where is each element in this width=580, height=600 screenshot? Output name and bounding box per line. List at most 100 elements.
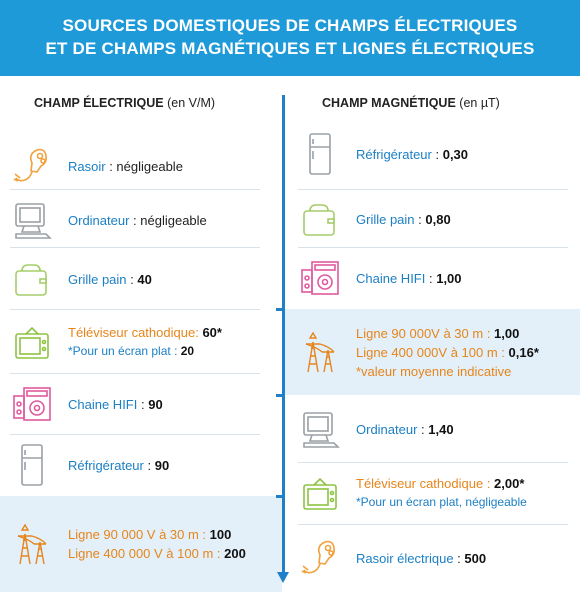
item-value: négligeable (140, 212, 207, 228)
fridge-icon (298, 132, 342, 176)
item-sep: : (453, 550, 465, 566)
item-note-value: 20 (180, 344, 195, 358)
electric-title: CHAMP ÉLECTRIQUE (34, 96, 164, 110)
electric-item-hifi: Chaine HIFI : 90 (10, 375, 260, 433)
tv-icon (10, 320, 54, 364)
item-sep: : (105, 158, 117, 174)
item-sep: : (483, 476, 495, 491)
item-value: 0,30 (442, 146, 469, 162)
separator (10, 373, 260, 374)
item-name: Chaine HIFI (356, 270, 426, 286)
item-sep: : (143, 457, 155, 473)
magnetic-item-toaster: Grille pain : 0,80 (298, 193, 568, 245)
magnetic-item-computer: Ordinateur : 1,40 (298, 398, 568, 460)
toaster-icon (298, 197, 342, 241)
axis-tick (276, 495, 284, 498)
magnetic-column-header: CHAMP MAGNÉTIQUE (en µT) (322, 96, 500, 110)
electric-item-razor: Rasoir : négligeable (10, 142, 260, 190)
electric-item-tv: Téléviseur cathodique: 60* *Pour un écra… (10, 313, 260, 371)
item-note: *Pour un écran plat : (68, 344, 181, 358)
razor-icon (298, 536, 342, 580)
item-sep: : (126, 271, 138, 287)
item-value: 500 (464, 550, 487, 566)
line-400kv-label: Ligne 400 000V à 100 m : (356, 344, 509, 360)
axis-arrow-icon (277, 572, 289, 583)
item-value: 1,00 (436, 270, 462, 286)
separator (298, 189, 568, 190)
header-banner: SOURCES DOMESTIQUES DE CHAMPS ÉLECTRIQUE… (0, 0, 580, 76)
item-sep: : (431, 146, 443, 162)
item-value: 2,00* (494, 476, 525, 491)
item-name: Téléviseur cathodique (356, 476, 484, 491)
item-value: 0,80 (425, 211, 451, 227)
item-name: Ordinateur (68, 212, 130, 228)
pylon-icon (10, 522, 54, 566)
separator (10, 247, 260, 248)
item-note: *Pour un écran plat, négligeable (356, 495, 527, 509)
electric-unit: (en V/M) (167, 96, 216, 110)
lines-note: *valeur moyenne indicative (356, 363, 512, 379)
separator (298, 524, 568, 525)
magnetic-item-tv: Téléviseur cathodique : 2,00* *Pour un é… (298, 464, 568, 522)
item-name: Grille pain (68, 271, 127, 287)
electric-lines-highlight (0, 496, 282, 592)
line-90kv-value: 100 (209, 527, 232, 542)
item-value: 60* (202, 325, 222, 340)
toaster-icon (10, 257, 54, 301)
banner-title-line2: ET DE CHAMPS MAGNÉTIQUES ET LIGNES ÉLECT… (45, 39, 535, 58)
banner-title-line1: SOURCES DOMESTIQUES DE CHAMPS ÉLECTRIQUE… (62, 16, 518, 35)
line-400kv-value: 0,16* (508, 344, 539, 360)
line-400kv-label: Ligne 400 000 V à 100 m : (68, 546, 225, 561)
item-value: 40 (137, 271, 152, 287)
separator (10, 309, 260, 310)
item-name: Téléviseur cathodique (68, 325, 196, 340)
hifi-icon (10, 382, 54, 426)
item-name: Rasoir électrique (356, 550, 454, 566)
separator (10, 189, 260, 190)
axis-tick (276, 394, 284, 397)
axis-tick (276, 308, 284, 311)
hifi-icon (298, 256, 342, 300)
electric-item-power-lines: Ligne 90 000 V à 30 m : 100 Ligne 400 00… (10, 504, 260, 584)
fridge-icon (10, 443, 54, 487)
magnetic-unit: (en µT) (459, 96, 500, 110)
magnetic-item-hifi: Chaine HIFI : 1,00 (298, 250, 568, 306)
separator (298, 462, 568, 463)
item-sep: : (425, 270, 437, 286)
item-value: 1,40 (428, 421, 454, 437)
razor-icon (10, 144, 54, 188)
line-400kv-value: 200 (224, 546, 246, 561)
item-sep: : (417, 421, 429, 437)
item-sep: : (195, 325, 203, 340)
item-name: Réfrigérateur (356, 146, 432, 162)
item-name: Réfrigérateur (68, 457, 144, 473)
item-value: 90 (154, 457, 170, 473)
magnetic-item-fridge: Réfrigérateur : 0,30 (298, 120, 568, 188)
electric-item-fridge: Réfrigérateur : 90 (10, 436, 260, 494)
item-name: Chaine HIFI (68, 396, 138, 412)
computer-icon (10, 198, 54, 242)
magnetic-item-razor: Rasoir électrique : 500 (298, 528, 568, 588)
item-value: 90 (148, 396, 163, 412)
item-name: Grille pain (356, 211, 415, 227)
item-sep: : (414, 211, 426, 227)
item-value: négligeable (116, 158, 183, 174)
electric-column-header: CHAMP ÉLECTRIQUE (en V/M) (34, 96, 215, 110)
central-axis (282, 95, 285, 575)
item-sep: : (129, 212, 141, 228)
item-name: Rasoir (68, 158, 106, 174)
item-sep: : (137, 396, 149, 412)
tv-icon (298, 471, 342, 515)
item-name: Ordinateur (356, 421, 418, 437)
electric-item-computer: Ordinateur : négligeable (10, 195, 260, 245)
magnetic-item-power-lines: Ligne 90 000V à 30 m : 1,00 Ligne 400 00… (298, 312, 568, 392)
magnetic-lines-highlight (285, 309, 580, 395)
line-90kv-label: Ligne 90 000V à 30 m : (356, 325, 495, 341)
line-90kv-value: 1,00 (494, 325, 520, 341)
computer-icon (298, 407, 342, 451)
line-90kv-label: Ligne 90 000 V à 30 m : (68, 527, 210, 542)
separator (10, 434, 260, 435)
magnetic-title: CHAMP MAGNÉTIQUE (322, 96, 456, 110)
separator (298, 247, 568, 248)
pylon-icon (298, 330, 342, 374)
